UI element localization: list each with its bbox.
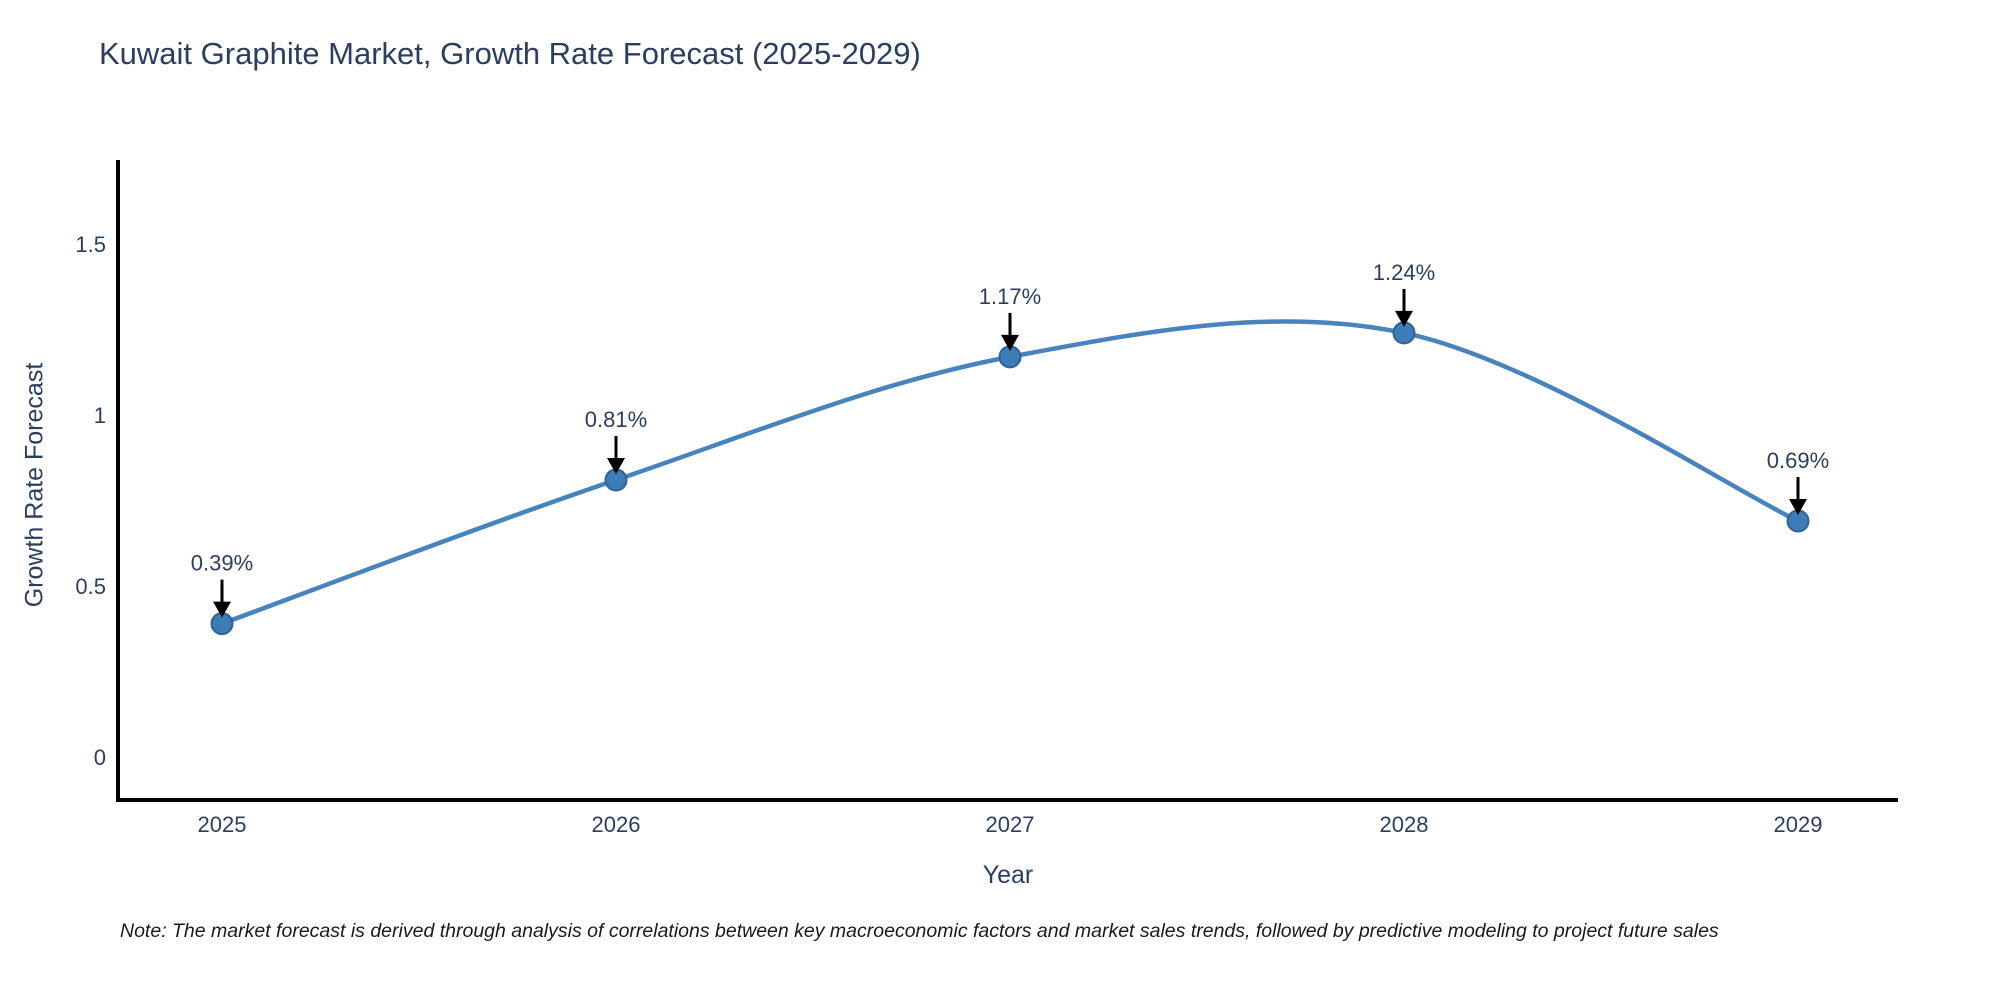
annotation-arrowhead [607, 457, 625, 474]
y-tick-label: 1 [94, 403, 106, 428]
x-tick-label: 2027 [986, 812, 1035, 837]
footnote: Note: The market forecast is derived thr… [120, 920, 1719, 942]
annotation-arrowhead [213, 601, 231, 618]
annotation-arrowhead [1395, 310, 1413, 327]
x-tick-label: 2029 [1774, 812, 1823, 837]
annotation-label: 0.39% [191, 551, 253, 576]
chart-title: Kuwait Graphite Market, Growth Rate Fore… [99, 36, 921, 71]
y-tick-label: 0 [94, 745, 106, 770]
annotation-label: 0.69% [1767, 448, 1829, 473]
annotation-label: 1.17% [979, 284, 1041, 309]
x-tick-label: 2028 [1380, 812, 1429, 837]
annotation-arrowhead [1789, 499, 1807, 516]
x-tick-label: 2026 [592, 812, 641, 837]
x-axis-title: Year [982, 861, 1034, 889]
y-tick-label: 1.5 [75, 232, 106, 257]
y-tick-label: 0.5 [75, 574, 106, 599]
annotation-label: 0.81% [585, 407, 647, 432]
x-tick-label: 2025 [198, 812, 247, 837]
annotation-arrowhead [1001, 334, 1019, 351]
annotation-label: 1.24% [1373, 260, 1435, 285]
